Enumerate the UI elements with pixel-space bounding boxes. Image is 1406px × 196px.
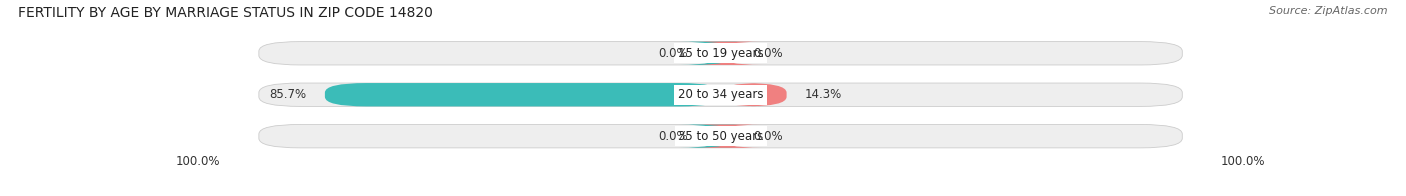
Text: 100.0%: 100.0% xyxy=(1220,155,1265,168)
Text: 20 to 34 years: 20 to 34 years xyxy=(678,88,763,101)
Text: 15 to 19 years: 15 to 19 years xyxy=(678,47,763,60)
Text: 85.7%: 85.7% xyxy=(270,88,307,101)
FancyBboxPatch shape xyxy=(693,42,762,65)
Text: FERTILITY BY AGE BY MARRIAGE STATUS IN ZIP CODE 14820: FERTILITY BY AGE BY MARRIAGE STATUS IN Z… xyxy=(18,6,433,20)
Text: 0.0%: 0.0% xyxy=(658,130,689,143)
Text: 0.0%: 0.0% xyxy=(752,130,783,143)
Text: 0.0%: 0.0% xyxy=(658,47,689,60)
FancyBboxPatch shape xyxy=(693,124,762,148)
FancyBboxPatch shape xyxy=(259,83,1182,106)
FancyBboxPatch shape xyxy=(679,124,748,148)
Text: 35 to 50 years: 35 to 50 years xyxy=(678,130,763,143)
Text: 0.0%: 0.0% xyxy=(752,47,783,60)
Text: 14.3%: 14.3% xyxy=(806,88,842,101)
FancyBboxPatch shape xyxy=(259,42,1182,65)
Text: Source: ZipAtlas.com: Source: ZipAtlas.com xyxy=(1270,6,1388,16)
FancyBboxPatch shape xyxy=(325,83,721,106)
FancyBboxPatch shape xyxy=(679,42,748,65)
Text: 100.0%: 100.0% xyxy=(176,155,221,168)
FancyBboxPatch shape xyxy=(721,83,786,106)
FancyBboxPatch shape xyxy=(259,124,1182,148)
